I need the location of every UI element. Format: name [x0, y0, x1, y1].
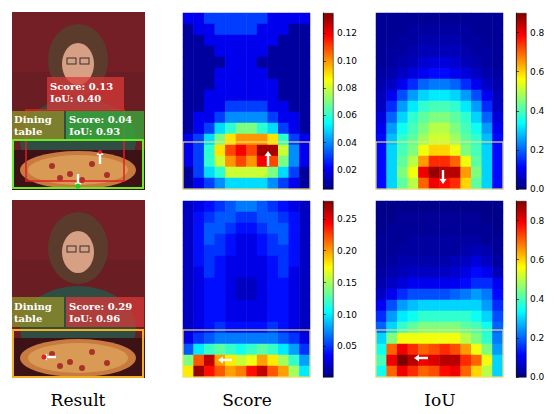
svg-text:0.20: 0.20	[337, 246, 357, 256]
svg-text:0.0: 0.0	[530, 184, 545, 194]
svg-text:Dining: Dining	[14, 114, 52, 125]
svg-text:table: table	[14, 313, 42, 324]
svg-text:IoU: IoU	[424, 390, 455, 410]
svg-text:0.02: 0.02	[337, 165, 357, 175]
svg-text:table: table	[14, 126, 42, 137]
svg-text:0.05: 0.05	[337, 341, 357, 351]
svg-text:IoU: 0.93: IoU: 0.93	[69, 126, 120, 137]
svg-text:0.2: 0.2	[530, 145, 544, 155]
svg-text:0.08: 0.08	[337, 83, 357, 93]
svg-text:0.10: 0.10	[337, 56, 357, 66]
svg-text:0.0: 0.0	[530, 372, 545, 382]
svg-text:Score: 0.13: Score: 0.13	[50, 81, 113, 92]
svg-text:Score: 0.29: Score: 0.29	[69, 301, 132, 312]
svg-text:0.15: 0.15	[337, 278, 357, 288]
svg-text:Score: 0.04: Score: 0.04	[69, 114, 132, 125]
svg-text:IoU: 0.40: IoU: 0.40	[50, 93, 101, 104]
svg-text:Score: Score	[222, 390, 272, 410]
svg-text:0.4: 0.4	[530, 106, 545, 116]
svg-text:0.6: 0.6	[530, 67, 545, 77]
svg-text:0.12: 0.12	[337, 28, 357, 38]
svg-text:0.6: 0.6	[530, 255, 545, 265]
svg-text:0.10: 0.10	[337, 310, 357, 320]
svg-text:0.04: 0.04	[337, 138, 357, 148]
svg-text:0.8: 0.8	[530, 216, 545, 226]
svg-text:0.8: 0.8	[530, 28, 545, 38]
svg-text:0.4: 0.4	[530, 294, 545, 304]
svg-text:0.2: 0.2	[530, 333, 544, 343]
svg-text:0.25: 0.25	[337, 214, 357, 224]
svg-text:Result: Result	[51, 390, 106, 410]
svg-text:0.06: 0.06	[337, 110, 357, 120]
svg-text:Dining: Dining	[14, 301, 52, 312]
svg-text:IoU: 0.96: IoU: 0.96	[69, 313, 120, 324]
